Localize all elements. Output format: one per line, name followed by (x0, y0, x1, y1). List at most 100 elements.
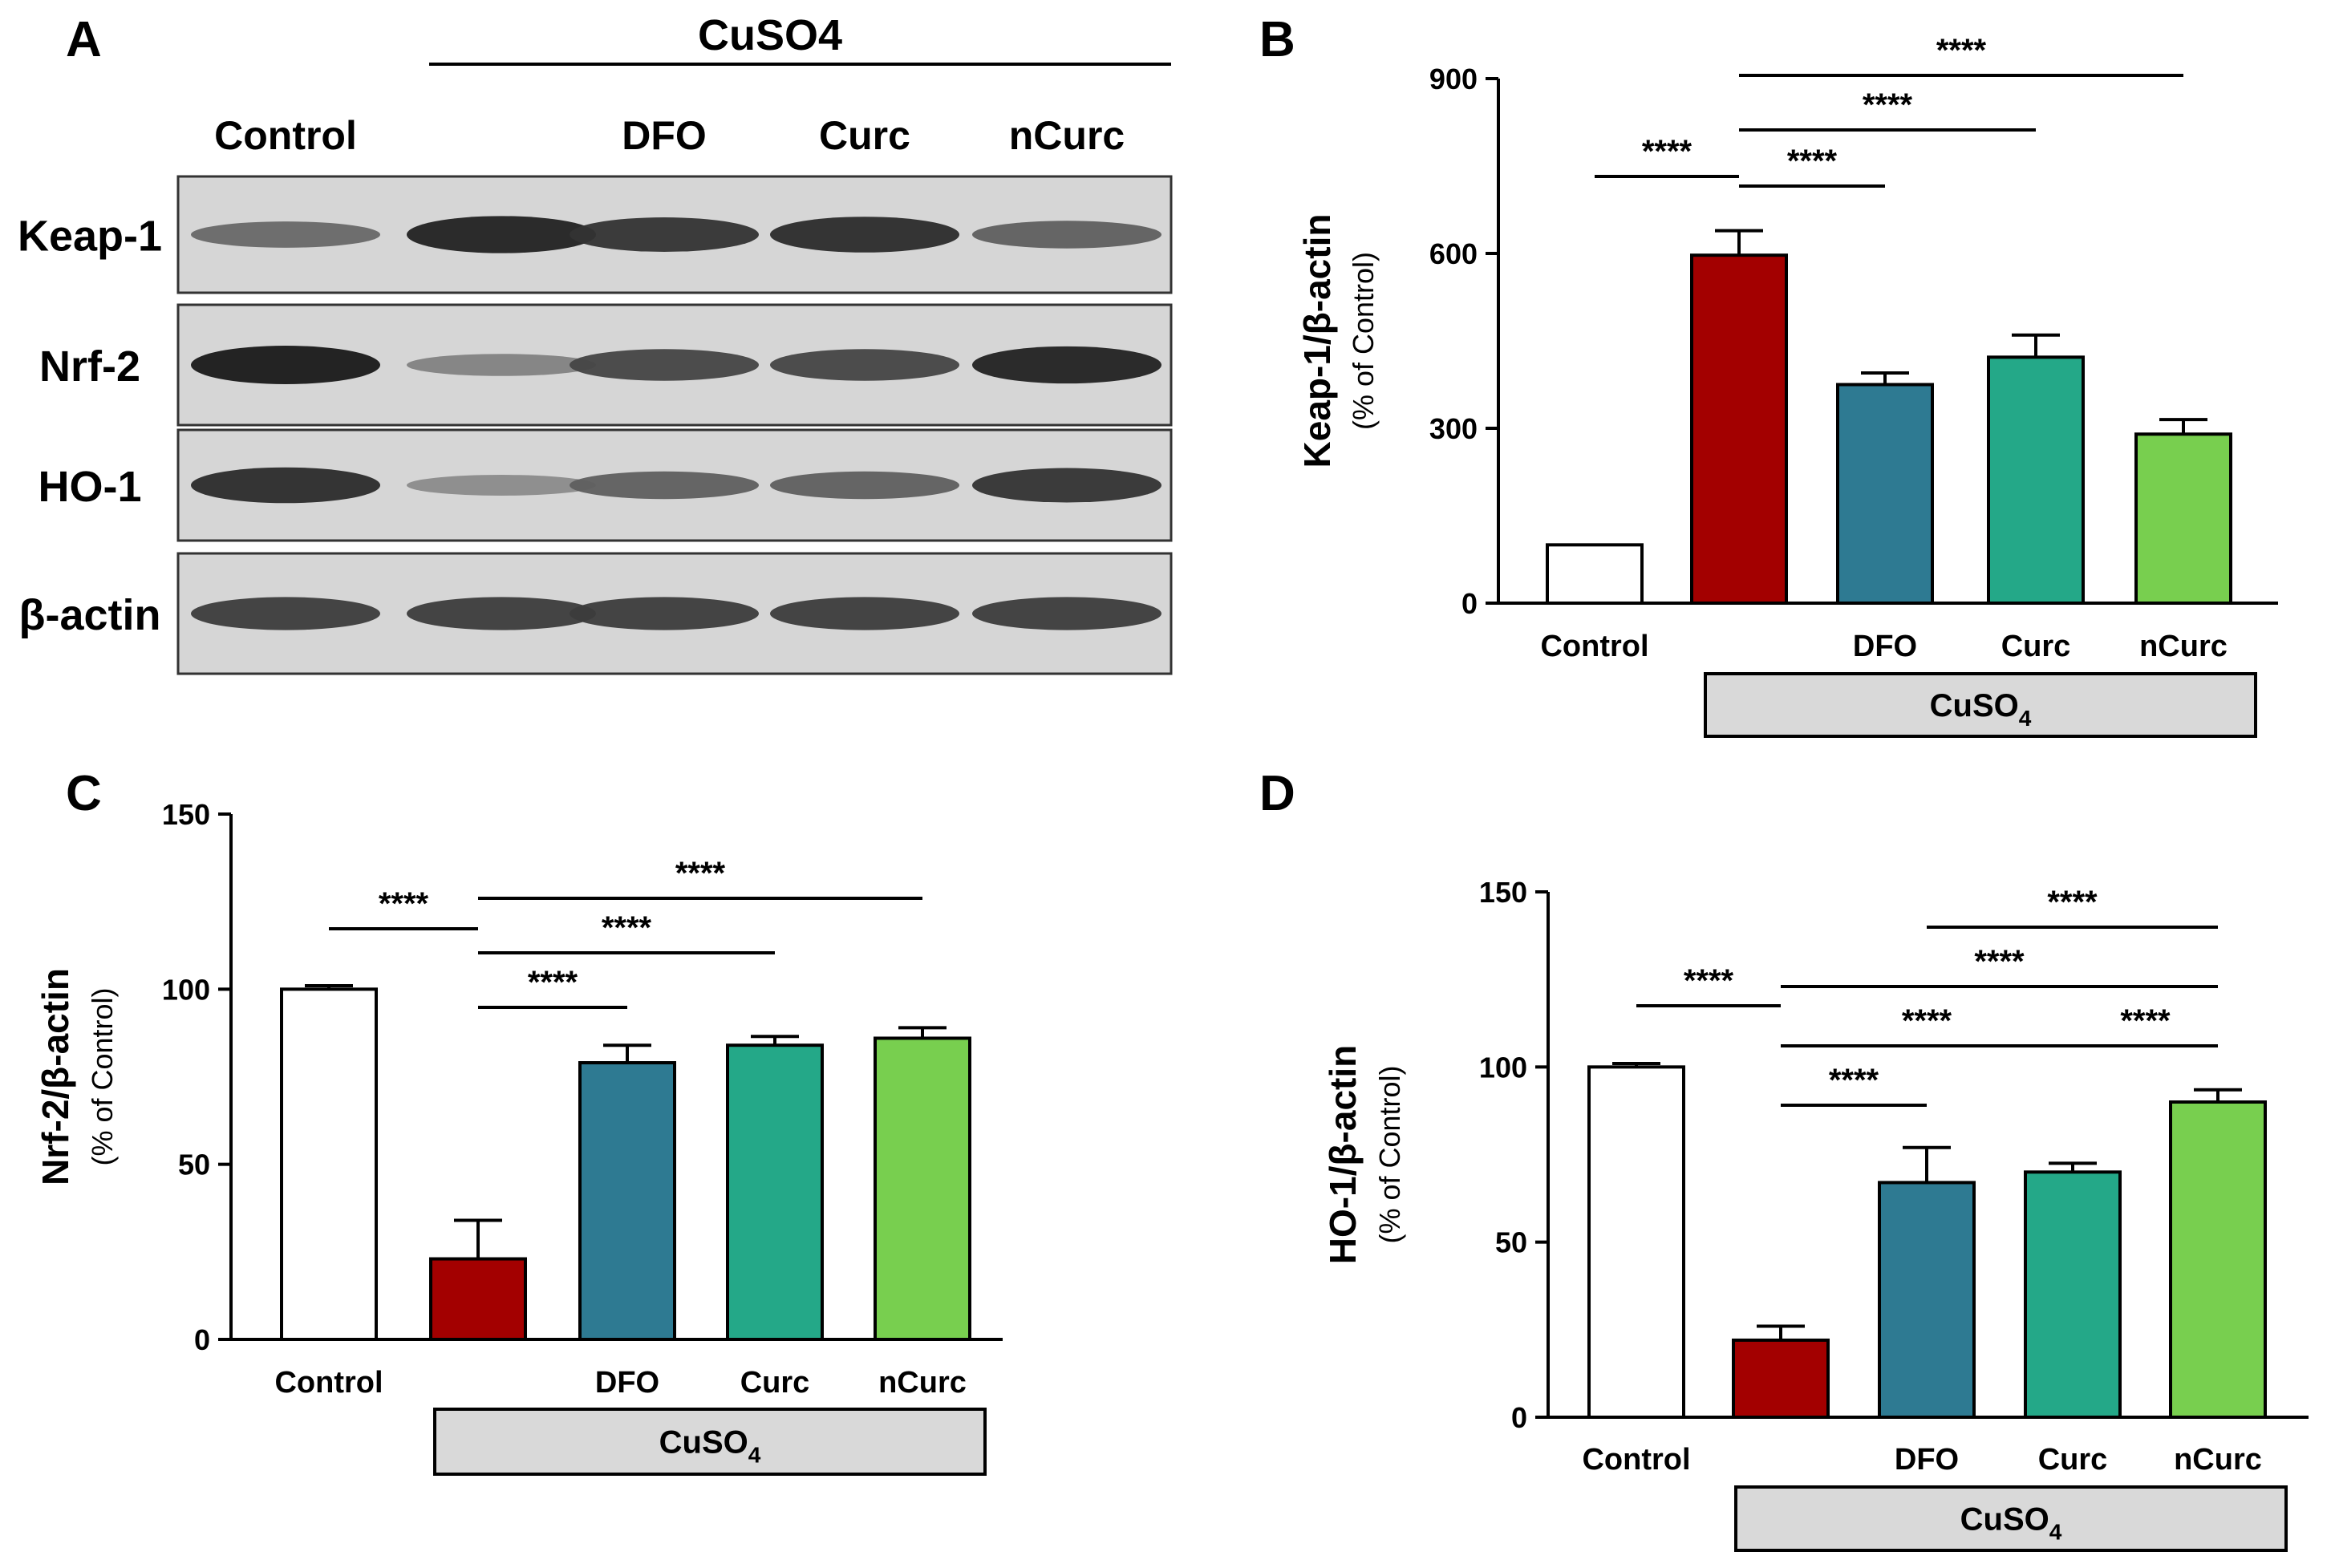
y-axis-title: Keap-1/β-actin (1296, 214, 1338, 468)
category-label: DFO (1853, 630, 1917, 663)
significance-label: **** (1684, 963, 1734, 999)
blot-band (407, 216, 596, 253)
bar-curc (2024, 1170, 2122, 1420)
significance-label: **** (675, 856, 726, 891)
y-tick-label: 0 (1511, 1401, 1527, 1434)
significance-label: **** (1829, 1063, 1879, 1098)
bar-control (1587, 1065, 1685, 1420)
category-label: Curc (2038, 1443, 2108, 1477)
category-label: Curc (2001, 630, 2071, 663)
panel-letter-d: D (1259, 766, 1295, 821)
category-label: DFO (1895, 1443, 1959, 1477)
bar-control (1546, 543, 1644, 605)
bar-cuso4 (1732, 1338, 1830, 1420)
significance-label: **** (379, 886, 429, 922)
significance-label: **** (1787, 144, 1838, 179)
category-label: DFO (595, 1366, 659, 1400)
treatment-group-box (1734, 1485, 2288, 1552)
bar-dfo (1836, 383, 1934, 605)
significance-label: **** (2120, 1003, 2171, 1039)
y-tick-label: 50 (178, 1149, 210, 1181)
lane-label-control: Control (214, 113, 357, 158)
lane-label-ncurc: nCurc (1009, 113, 1125, 158)
significance-label: **** (1902, 1003, 1952, 1039)
keap1-chart-panel: B 0 300 600 900 Keap-1/β-actin (% of Control)… (1259, 12, 2278, 738)
bar-dfo (1878, 1181, 1976, 1420)
panel-letter-b: B (1259, 12, 1295, 67)
bar-curc (1987, 355, 2085, 605)
blot-band (191, 221, 380, 248)
bar-cuso4 (429, 1257, 527, 1341)
bar-ncurc (2169, 1100, 2267, 1419)
blot-band (191, 346, 380, 384)
blot-band (972, 346, 1161, 384)
y-axis-subtitle: (% of Control) (1347, 252, 1380, 430)
blot-row-keap-1: Keap-1 (18, 175, 1173, 294)
blot-row-label: Nrf-2 (39, 342, 140, 391)
blot-band (570, 597, 759, 630)
significance-label: **** (528, 965, 578, 1000)
blot-row-label: β-actin (19, 591, 161, 639)
y-tick-label: 100 (1479, 1051, 1527, 1084)
blot-band (570, 349, 759, 381)
category-label: nCurc (2174, 1443, 2262, 1477)
bar-ncurc (2134, 432, 2232, 605)
bar-curc (726, 1043, 824, 1341)
blot-band (191, 467, 380, 504)
y-axis-subtitle: (% of Control) (86, 987, 119, 1165)
bar-control (280, 987, 378, 1342)
blot-band (972, 468, 1161, 503)
blot-band (770, 349, 959, 381)
y-tick-label: 100 (162, 973, 210, 1006)
blot-band (191, 597, 380, 630)
category-label: Control (1582, 1443, 1690, 1477)
y-axis-title: Nrf-2/β-actin (34, 968, 76, 1185)
category-label: nCurc (2139, 630, 2228, 663)
lane-label-dfo: DFO (622, 113, 707, 158)
y-axis-subtitle: (% of Control) (1373, 1065, 1406, 1243)
bar-ncurc (874, 1036, 971, 1341)
western-blot-panel: A CuSO4 Control DFO Curc nCurc Keap-1 Nrf-2 H… (18, 11, 1173, 675)
blot-lane-labels: Control DFO Curc nCurc (214, 113, 1125, 158)
treatment-group-box (433, 1408, 987, 1476)
category-label: Curc (740, 1366, 810, 1400)
blot-row-label: Keap-1 (18, 213, 162, 261)
category-label: nCurc (878, 1366, 967, 1400)
ho1-chart-panel: D 0 50 100 150 HO-1/β-actin (% of Control) Con… (1259, 766, 2309, 1552)
y-tick-label: 150 (1479, 876, 1527, 909)
bar-dfo (578, 1061, 676, 1341)
treatment-group-label: CuSO4 (1960, 1502, 2062, 1545)
significance-label: **** (2047, 885, 2098, 920)
treatment-group-label: CuSO4 (659, 1425, 761, 1468)
blot-band (407, 475, 596, 496)
treatment-group-label: CuSO4 (1930, 688, 2032, 731)
significance-label: **** (1642, 134, 1692, 169)
blot-band (770, 597, 959, 630)
blot-row-nrf-2: Nrf-2 (39, 303, 1173, 427)
blot-band (972, 221, 1161, 249)
blot-band (770, 471, 959, 500)
blot-band (770, 217, 959, 253)
y-tick-label: 0 (194, 1323, 210, 1356)
blot-band (407, 354, 596, 376)
bar-cuso4 (1690, 253, 1788, 605)
blot-rows: Keap-1 Nrf-2 HO-1 β-actin (18, 175, 1173, 675)
blot-band (407, 597, 596, 630)
category-label: Control (1540, 630, 1648, 663)
blot-treatment-label: CuSO4 (698, 11, 842, 59)
significance-label: **** (1936, 33, 1987, 68)
blot-band (570, 471, 759, 500)
nrf2-bar-chart: 0 50 100 150 Nrf-2/β-actin (% of Control) Cont… (34, 798, 1003, 1476)
significance-label: **** (602, 910, 652, 946)
y-tick-label: 900 (1429, 63, 1478, 95)
treatment-group-box (1704, 672, 2257, 738)
y-tick-label: 50 (1495, 1226, 1527, 1259)
significance-label: **** (1974, 944, 2025, 979)
panel-letter-a: A (66, 12, 102, 67)
category-label: Control (274, 1366, 383, 1400)
y-tick-label: 150 (162, 798, 210, 831)
significance-label: **** (1863, 87, 1913, 123)
y-tick-label: 600 (1429, 237, 1478, 270)
y-tick-label: 300 (1429, 412, 1478, 445)
blot-band (570, 217, 759, 252)
